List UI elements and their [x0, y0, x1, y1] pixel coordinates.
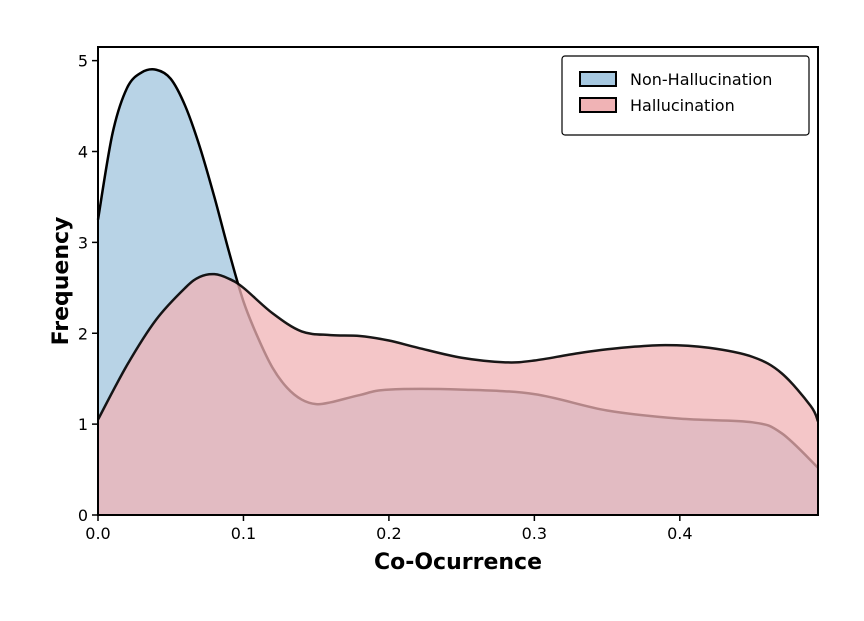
x-tick-label: 0.3: [522, 524, 547, 543]
y-tick-label: 3: [78, 233, 88, 252]
plot-areas: [96, 68, 820, 515]
x-axis-title: Co-Ocurrence: [374, 550, 542, 575]
y-tick-label: 1: [78, 415, 88, 434]
y-tick-label: 0: [78, 506, 88, 525]
area-hallucination: [98, 274, 818, 515]
line-hallucination: [96, 272, 820, 422]
y-tick-label: 5: [78, 52, 88, 71]
plot-frame: [97, 46, 819, 516]
legend-box: [561, 55, 810, 136]
y-tick-label: 2: [78, 324, 88, 343]
y-tick-label: 4: [78, 143, 88, 162]
x-axis: 0.0 0.1 0.2 0.3 0.4: [85, 515, 693, 543]
x-tick-label: 0.4: [667, 524, 692, 543]
legend-label: Non-Hallucination: [630, 70, 772, 89]
x-tick-label: 0.1: [231, 524, 256, 543]
legend-swatch: [579, 97, 617, 113]
legend-swatch: [579, 71, 617, 87]
y-axis: 0 1 2 3 4 5: [78, 52, 98, 525]
x-tick-label: 0.2: [376, 524, 401, 543]
legend: Non-Hallucination Hallucination: [561, 55, 810, 136]
y-axis-title: Frequency: [49, 217, 74, 346]
x-tick-label: 0.0: [85, 524, 110, 543]
legend-label: Hallucination: [630, 96, 735, 115]
